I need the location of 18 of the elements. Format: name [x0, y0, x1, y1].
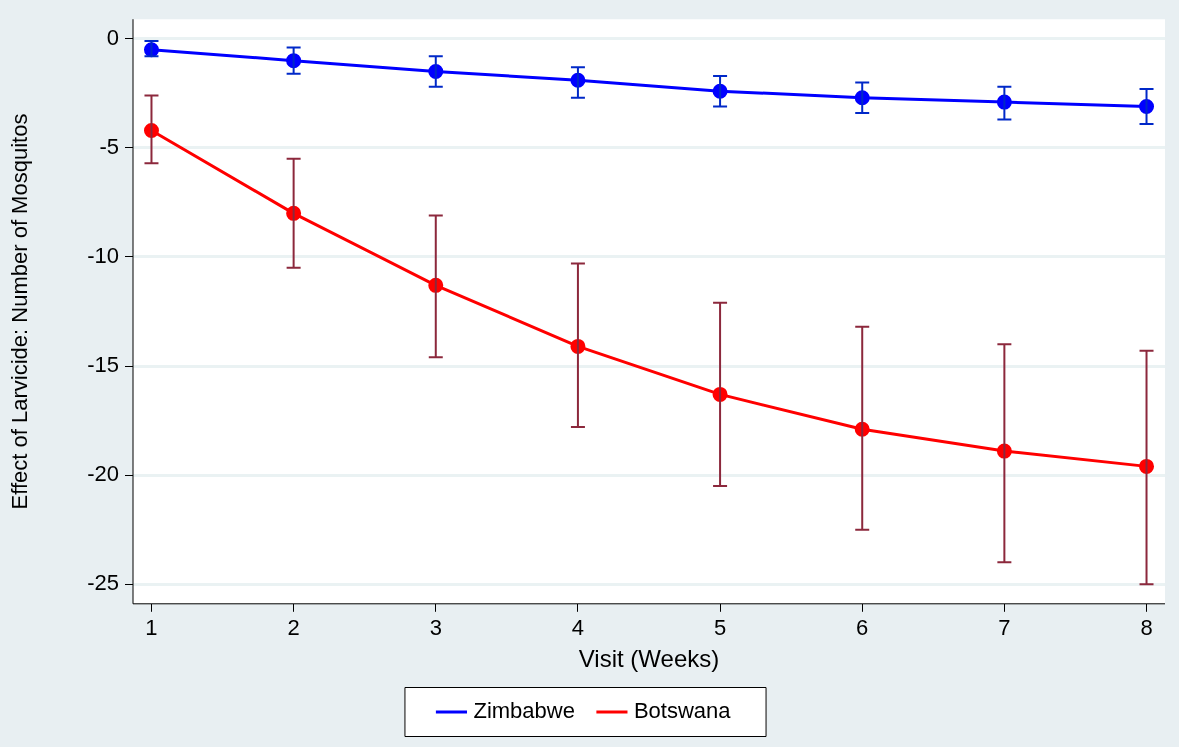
- x-tick-label: 8: [1140, 615, 1153, 641]
- y-tick-label: -15: [87, 352, 119, 378]
- x-tick-label: 4: [571, 615, 585, 641]
- x-tick-label: 6: [856, 615, 869, 641]
- y-tick-label: -5: [99, 133, 119, 159]
- x-tick-label: 1: [145, 615, 158, 641]
- legend-label: Zimbabwe: [473, 698, 575, 724]
- x-tick-label: 5: [713, 615, 727, 641]
- x-tick-label: 3: [429, 615, 442, 641]
- x-tick-label: 7: [998, 615, 1011, 641]
- x-tick-label: 2: [287, 615, 300, 641]
- y-tick-label: -10: [87, 243, 119, 269]
- y-tick-label: 0: [106, 24, 119, 50]
- y-tick-label: -20: [87, 461, 119, 487]
- y-tick-label: -25: [87, 570, 119, 596]
- y-axis-title: Effect of Larvicide: Number of Mosquitos: [7, 113, 33, 510]
- legend-label: Botswana: [633, 698, 732, 724]
- x-axis-title: Visit (Weeks): [578, 645, 720, 673]
